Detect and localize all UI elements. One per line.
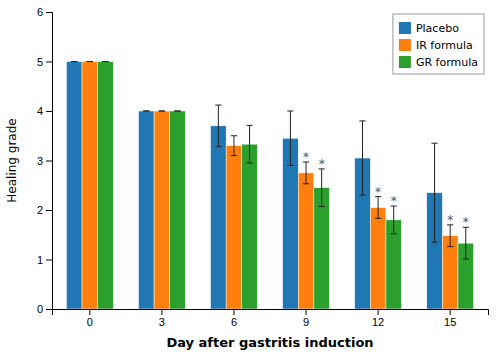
y-tick-mark <box>46 12 52 13</box>
legend-label: IR formula <box>416 39 473 52</box>
error-bar <box>303 162 309 184</box>
y-tick-mark <box>46 260 52 261</box>
y-tick: 5 <box>37 56 52 68</box>
x-tick-mark <box>233 309 234 315</box>
error-bar <box>246 125 252 163</box>
bar <box>298 173 314 309</box>
error-bar <box>391 206 397 234</box>
y-tick: 4 <box>37 105 52 117</box>
bar <box>242 144 258 309</box>
x-tick: 15 <box>444 309 456 328</box>
y-tick-label: 5 <box>37 56 43 68</box>
legend-swatch <box>399 22 411 34</box>
error-bar <box>319 169 325 207</box>
error-bar <box>87 61 93 62</box>
x-tick: 6 <box>231 309 237 328</box>
annotation: * <box>303 150 309 164</box>
y-tick-mark <box>46 62 52 63</box>
x-tick: 3 <box>159 309 165 328</box>
x-tick-label: 0 <box>87 316 93 328</box>
annotation: * <box>391 194 397 208</box>
legend-swatch <box>399 56 411 68</box>
y-tick: 3 <box>37 155 52 167</box>
bar <box>170 111 186 309</box>
y-tick-mark <box>46 111 52 112</box>
bar-series <box>82 62 458 310</box>
y-tick-mark <box>46 210 52 211</box>
bar <box>226 146 242 309</box>
chart: 036912150123456******PlaceboIR formulaGR… <box>0 0 500 357</box>
error-bar <box>143 111 149 112</box>
legend: Placebo IR formula GR formula <box>393 14 484 74</box>
error-bar <box>463 227 469 259</box>
y-tick: 1 <box>37 254 52 266</box>
bar <box>154 111 170 309</box>
x-tick-label: 15 <box>444 316 456 328</box>
annotations: * * * * * * <box>303 150 469 229</box>
error-bar <box>447 225 453 247</box>
y-tick-mark <box>46 309 52 310</box>
bar <box>211 126 227 309</box>
x-tick: 9 <box>303 309 309 328</box>
x-tick-label: 6 <box>231 316 237 328</box>
y-tick-label: 3 <box>37 155 43 167</box>
x-tick-mark <box>450 309 451 315</box>
legend-swatch <box>399 39 411 51</box>
error-bar <box>159 111 165 112</box>
y-tick-label: 2 <box>37 204 43 216</box>
error-bar <box>359 121 365 195</box>
x-tick-mark <box>89 309 90 315</box>
x-tick: 12 <box>372 309 384 328</box>
bar-series <box>98 62 474 310</box>
x-tick-mark <box>161 309 162 315</box>
x-axis-line <box>53 310 489 316</box>
y-tick-label: 1 <box>37 254 43 266</box>
x-axis: 0 3 6 9 12 15 <box>53 309 489 328</box>
y-tick: 2 <box>37 204 52 216</box>
annotation: * <box>319 157 325 171</box>
error-bar <box>71 61 77 62</box>
y-tick-label: 0 <box>37 303 43 315</box>
bar <box>98 62 114 310</box>
error-bar <box>231 136 237 156</box>
error-bar <box>215 105 221 147</box>
y-tick-mark <box>46 161 52 162</box>
x-tick-label: 12 <box>372 316 384 328</box>
x-tick-mark <box>306 309 307 315</box>
y-tick: 6 <box>37 6 52 18</box>
plot: 036912150123456******PlaceboIR formulaGR… <box>37 6 489 328</box>
x-tick: 0 <box>87 309 93 328</box>
error-bar <box>287 111 293 165</box>
bar-series <box>66 62 442 310</box>
y-axis: 0 1 2 3 4 5 6 <box>37 6 53 315</box>
error-bar <box>102 61 108 62</box>
annotation: * <box>375 185 381 199</box>
y-tick-label: 6 <box>37 6 43 18</box>
bar <box>82 62 98 310</box>
legend-label: Placebo <box>416 22 459 35</box>
x-tick-label: 3 <box>159 316 165 328</box>
bar <box>66 62 82 310</box>
annotation: * <box>447 213 453 227</box>
error-bar <box>375 197 381 219</box>
y-tick-label: 4 <box>37 105 43 117</box>
y-tick: 0 <box>37 303 52 315</box>
annotation: * <box>463 215 469 229</box>
bar <box>138 111 154 309</box>
x-axis-title: Day after gastritis induction <box>166 335 373 350</box>
legend-frame <box>393 14 484 74</box>
error-bar <box>174 111 180 112</box>
y-axis-title: Healing grade <box>5 118 19 202</box>
bar <box>370 208 386 309</box>
x-tick-label: 9 <box>303 316 309 328</box>
error-bar <box>431 143 437 242</box>
y-axis-line <box>46 13 53 310</box>
legend-label: GR formula <box>416 56 478 69</box>
bars <box>66 62 473 310</box>
x-tick-mark <box>378 309 379 315</box>
